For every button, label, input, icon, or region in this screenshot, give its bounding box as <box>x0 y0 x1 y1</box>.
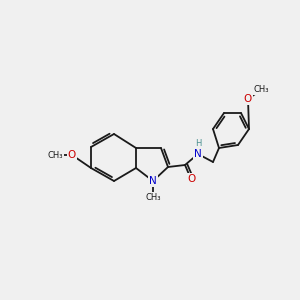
Text: N: N <box>194 149 202 159</box>
Text: O: O <box>244 94 252 104</box>
Text: CH₃: CH₃ <box>253 85 269 94</box>
Text: N: N <box>149 176 157 186</box>
Text: O: O <box>187 174 195 184</box>
Text: H: H <box>195 140 201 148</box>
Text: CH₃: CH₃ <box>47 151 63 160</box>
Text: CH₃: CH₃ <box>145 193 161 202</box>
Text: O: O <box>68 150 76 160</box>
